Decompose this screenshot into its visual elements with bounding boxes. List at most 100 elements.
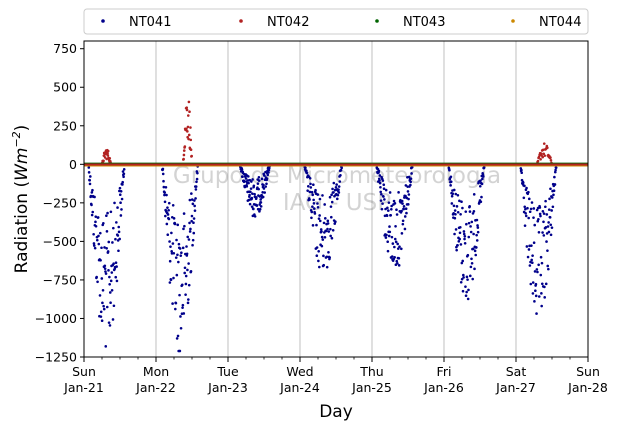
point-nt041 [464,210,468,213]
point-nt041 [531,254,534,257]
point-nt041 [252,184,256,188]
point-nt041 [311,224,315,227]
point-nt041 [449,180,453,184]
point-nt041 [339,174,342,177]
point-nt041 [265,177,269,180]
point-nt041 [461,289,465,293]
point-nt041 [525,245,529,248]
point-nt041 [306,189,309,192]
point-nt041 [93,246,97,250]
point-nt041 [549,233,553,237]
point-nt041 [186,268,189,272]
y-axis-label-unit: Wm [12,148,32,181]
point-nt042 [106,149,110,153]
point-nt042 [542,142,546,145]
point-nt041 [107,240,111,244]
point-nt041 [544,199,547,203]
point-nt041 [404,194,407,198]
point-nt041 [529,282,533,286]
legend-marker-nt041 [101,19,105,23]
point-nt041 [478,184,482,188]
point-nt041 [321,194,324,197]
point-nt041 [470,257,473,261]
point-nt041 [183,224,186,228]
point-nt041 [404,184,408,187]
point-nt041 [393,255,396,259]
point-nt041 [109,279,113,283]
point-nt041 [165,222,169,226]
point-nt041 [539,214,542,218]
point-nt041 [547,208,551,211]
point-nt041 [190,214,194,218]
point-nt041 [111,241,114,244]
point-nt041 [306,184,310,188]
point-nt041 [253,215,257,218]
point-nt041 [107,269,110,272]
legend-frame [83,8,589,35]
point-nt041 [256,207,260,211]
point-nt041 [190,219,193,223]
point-nt041 [316,202,319,205]
point-nt041 [480,195,483,199]
y-axis-label: Radiation (Wm−2) [10,125,32,274]
point-nt041 [549,187,552,191]
point-nt041 [390,208,393,211]
point-nt041 [89,175,92,178]
point-nt041 [255,204,259,207]
point-nt041 [464,285,467,288]
point-nt042 [182,149,186,152]
point-nt041 [97,242,101,246]
x-tick-label-day: Tue [216,364,239,379]
point-nt041 [409,177,413,180]
point-nt041 [535,312,538,315]
point-nt041 [94,215,98,218]
point-nt041 [168,281,172,284]
point-nt041 [404,207,408,211]
point-nt041 [170,231,173,235]
point-nt041 [166,206,169,209]
point-nt041 [190,192,193,195]
point-nt041 [194,185,198,188]
point-nt041 [242,180,246,184]
point-nt041 [112,304,116,308]
point-nt041 [255,196,258,199]
point-nt041 [323,203,326,206]
point-nt041 [540,292,543,295]
point-nt041 [547,230,551,234]
point-nt041 [187,262,190,265]
point-nt041 [397,256,401,260]
point-nt041 [380,207,384,211]
point-nt042 [185,106,189,109]
point-nt041 [462,232,466,236]
point-nt041 [94,224,98,228]
point-nt041 [174,256,178,259]
point-nt041 [470,262,474,265]
point-nt041 [476,230,480,234]
point-nt041 [90,191,94,194]
point-nt041 [476,226,480,229]
point-nt041 [318,214,321,217]
point-nt041 [458,231,462,235]
point-nt041 [553,175,556,179]
point-nt041 [520,171,524,175]
point-nt041 [267,171,270,174]
point-nt041 [400,209,403,213]
point-nt041 [245,185,249,188]
point-nt041 [400,232,404,235]
point-nt041 [265,182,268,186]
point-nt041 [100,246,103,250]
point-nt041 [167,217,171,221]
point-nt041 [381,202,384,205]
point-nt041 [449,184,452,187]
point-nt041 [167,208,170,212]
point-nt041 [118,186,122,190]
point-nt041 [329,234,332,238]
point-nt041 [94,220,97,224]
point-nt041 [545,232,549,235]
point-nt041 [314,188,317,192]
point-nt041 [186,235,190,239]
point-nt041 [456,210,460,214]
point-nt041 [176,334,180,338]
point-nt041 [379,190,383,194]
point-nt041 [401,219,405,223]
